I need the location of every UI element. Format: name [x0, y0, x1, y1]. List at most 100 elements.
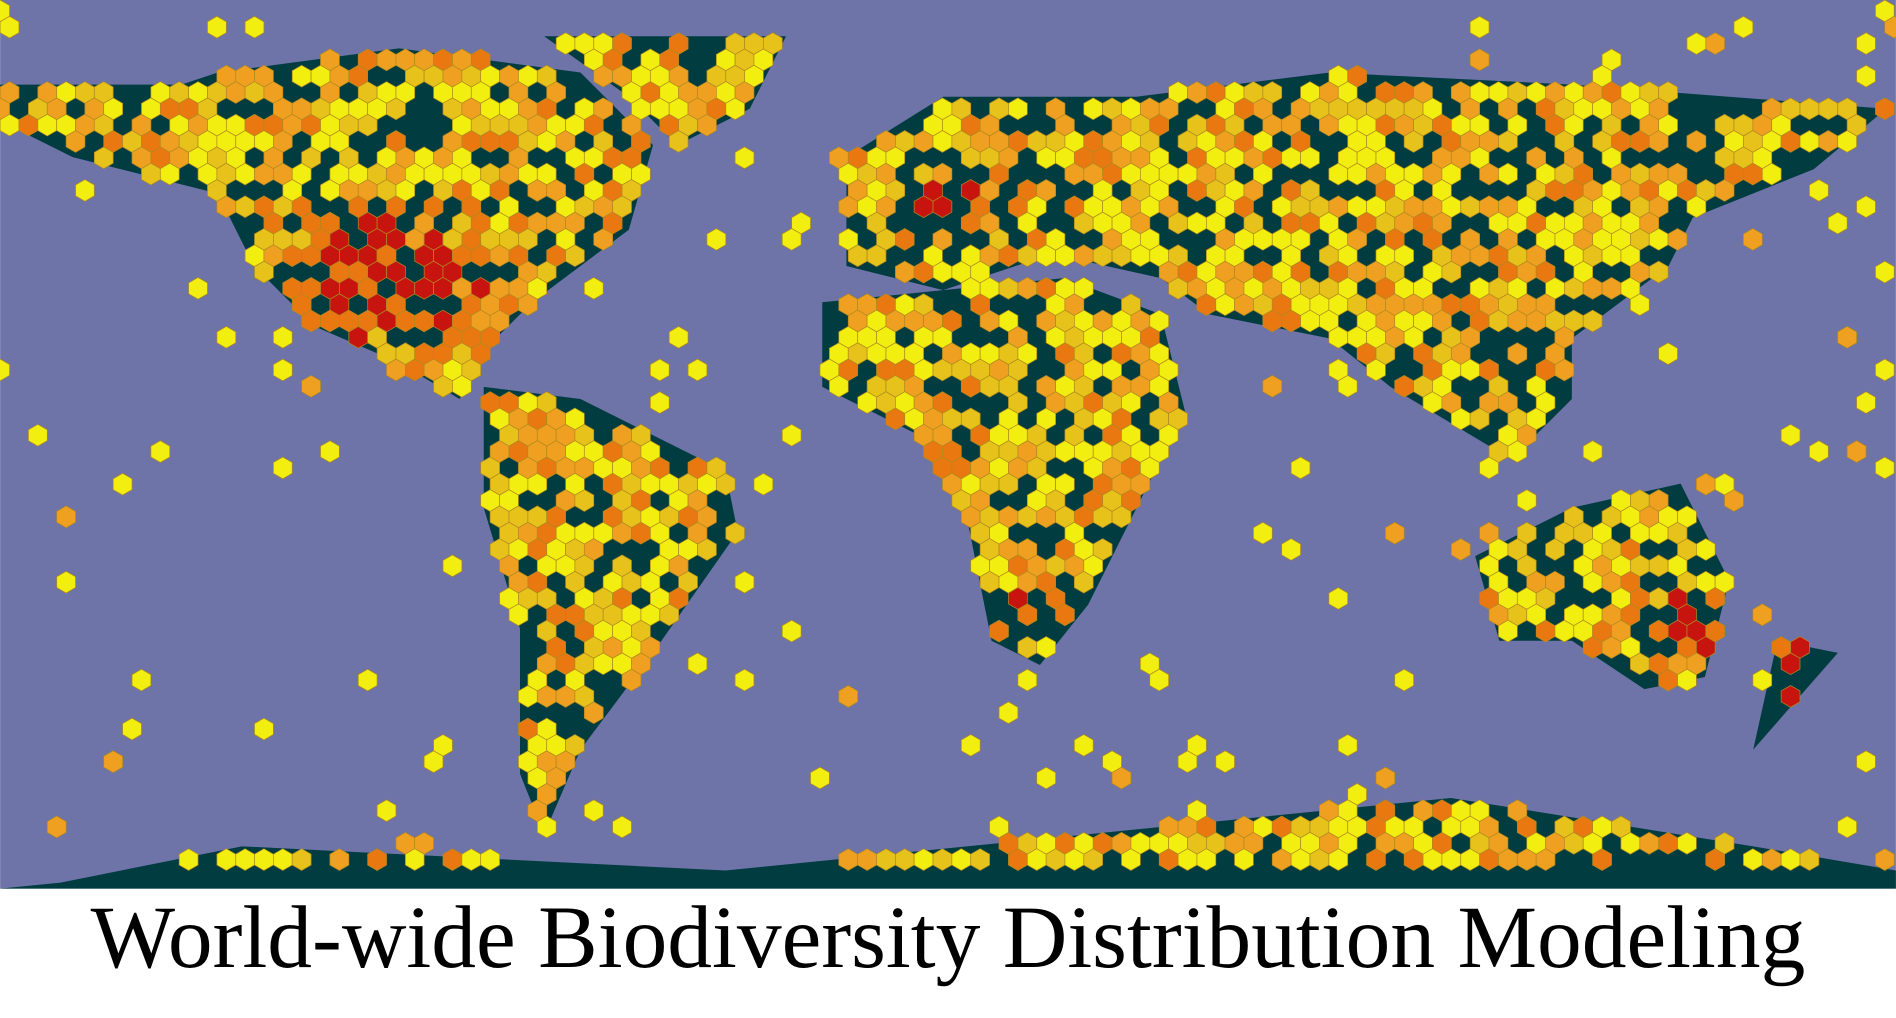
hex-cell — [0, 15, 20, 39]
hex-cell — [687, 358, 708, 382]
hex-cell — [970, 848, 990, 871]
hex-cell — [1545, 538, 1565, 561]
hex-cell — [254, 260, 274, 284]
hex-cell — [998, 472, 1019, 496]
hex-cell — [1780, 652, 1801, 676]
hex-cell — [1017, 668, 1038, 692]
hex-cell — [527, 472, 548, 496]
hex-cell — [1253, 521, 1273, 545]
hex-cell — [715, 472, 736, 496]
hex-cell — [1234, 848, 1254, 871]
hex-cell — [1856, 750, 1876, 773]
hex-cell — [1375, 766, 1396, 790]
hex-cell — [1658, 342, 1678, 365]
hex-cell — [178, 848, 199, 871]
hex-cell — [207, 15, 227, 39]
hex-cell — [725, 97, 745, 121]
hex-cell — [1121, 848, 1141, 871]
hex-cell — [386, 97, 406, 121]
hex-cell — [367, 848, 387, 871]
hex-cell — [1705, 587, 1725, 610]
hex-cell — [75, 179, 95, 202]
hex-cell — [1799, 848, 1820, 871]
hex-cell — [1290, 456, 1311, 480]
hex-cell — [1724, 489, 1744, 512]
hex-cell — [480, 848, 500, 871]
hex-cell — [866, 244, 887, 268]
hex-cell — [1215, 750, 1235, 773]
hex-cell — [565, 244, 585, 268]
hex-cell — [753, 472, 774, 496]
hex-cell — [216, 326, 237, 349]
hex-cell — [1592, 848, 1612, 871]
hex-cell — [1705, 848, 1725, 871]
hex-cell — [159, 162, 180, 186]
hex-cell — [1827, 211, 1848, 235]
hex-cell — [697, 113, 717, 137]
hex-cell — [0, 358, 10, 382]
hex-cell — [1498, 619, 1518, 643]
hex-cell — [56, 570, 76, 594]
hex-cell — [442, 554, 463, 578]
hex-cell — [1262, 374, 1283, 398]
hex-cell — [1761, 162, 1782, 186]
hex-cell — [1856, 32, 1876, 55]
hex-cell — [583, 799, 604, 822]
hex-cell — [1809, 440, 1829, 463]
hex-cell — [273, 456, 293, 480]
hex-cell — [1073, 570, 1094, 594]
hex-cell — [649, 358, 670, 382]
hex-cell — [1149, 668, 1170, 692]
hex-cell — [273, 326, 293, 349]
hex-cell — [810, 766, 830, 790]
hex-cell — [1875, 97, 1895, 121]
hex-cell — [1196, 848, 1217, 871]
hex-cell — [1469, 48, 1490, 72]
hex-cell — [668, 130, 689, 153]
hex-cell — [612, 815, 632, 839]
hex-cell — [1752, 668, 1773, 692]
hex-cell — [781, 423, 802, 447]
hex-cell — [1469, 15, 1490, 39]
hex-cell — [989, 619, 1009, 643]
hex-cell — [452, 374, 472, 398]
hex-cell — [291, 848, 312, 871]
hex-cell — [188, 277, 208, 300]
hex-cell — [1582, 440, 1603, 463]
hex-cell — [1498, 162, 1518, 186]
hex-cell — [1875, 848, 1895, 871]
hex-cell — [1083, 848, 1103, 871]
hex-cell — [254, 717, 274, 741]
hex-cell — [28, 423, 48, 447]
hex-cell — [574, 489, 595, 512]
hex-cell — [1394, 668, 1414, 692]
hex-cell — [1582, 309, 1603, 333]
hex-cell — [1875, 456, 1895, 480]
hex-cell — [1328, 587, 1349, 610]
hex-cell — [357, 668, 378, 692]
hex-cell — [1752, 603, 1773, 627]
hex-cell — [405, 848, 425, 871]
hex-cell — [1535, 848, 1556, 871]
hex-cell — [1667, 228, 1688, 251]
hex-cell — [112, 472, 133, 496]
hex-cell — [357, 113, 378, 137]
hex-cell — [1686, 195, 1707, 219]
hex-cell — [376, 799, 397, 822]
hex-cell — [649, 391, 670, 414]
hex-cell — [1055, 603, 1075, 627]
hex-cell — [1337, 374, 1358, 398]
hex-cell — [1337, 734, 1358, 757]
hex-cell — [1856, 195, 1876, 219]
hex-cell — [1036, 766, 1056, 790]
hex-cell — [1300, 146, 1320, 170]
hex-cell — [895, 228, 915, 251]
hex-cell — [150, 440, 171, 463]
hex-cell — [1073, 734, 1094, 757]
hex-cell — [518, 293, 538, 316]
hex-cell — [1837, 815, 1857, 839]
hex-cell — [668, 326, 689, 349]
hex-cell — [1809, 179, 1829, 202]
hex-cell — [1780, 685, 1801, 708]
